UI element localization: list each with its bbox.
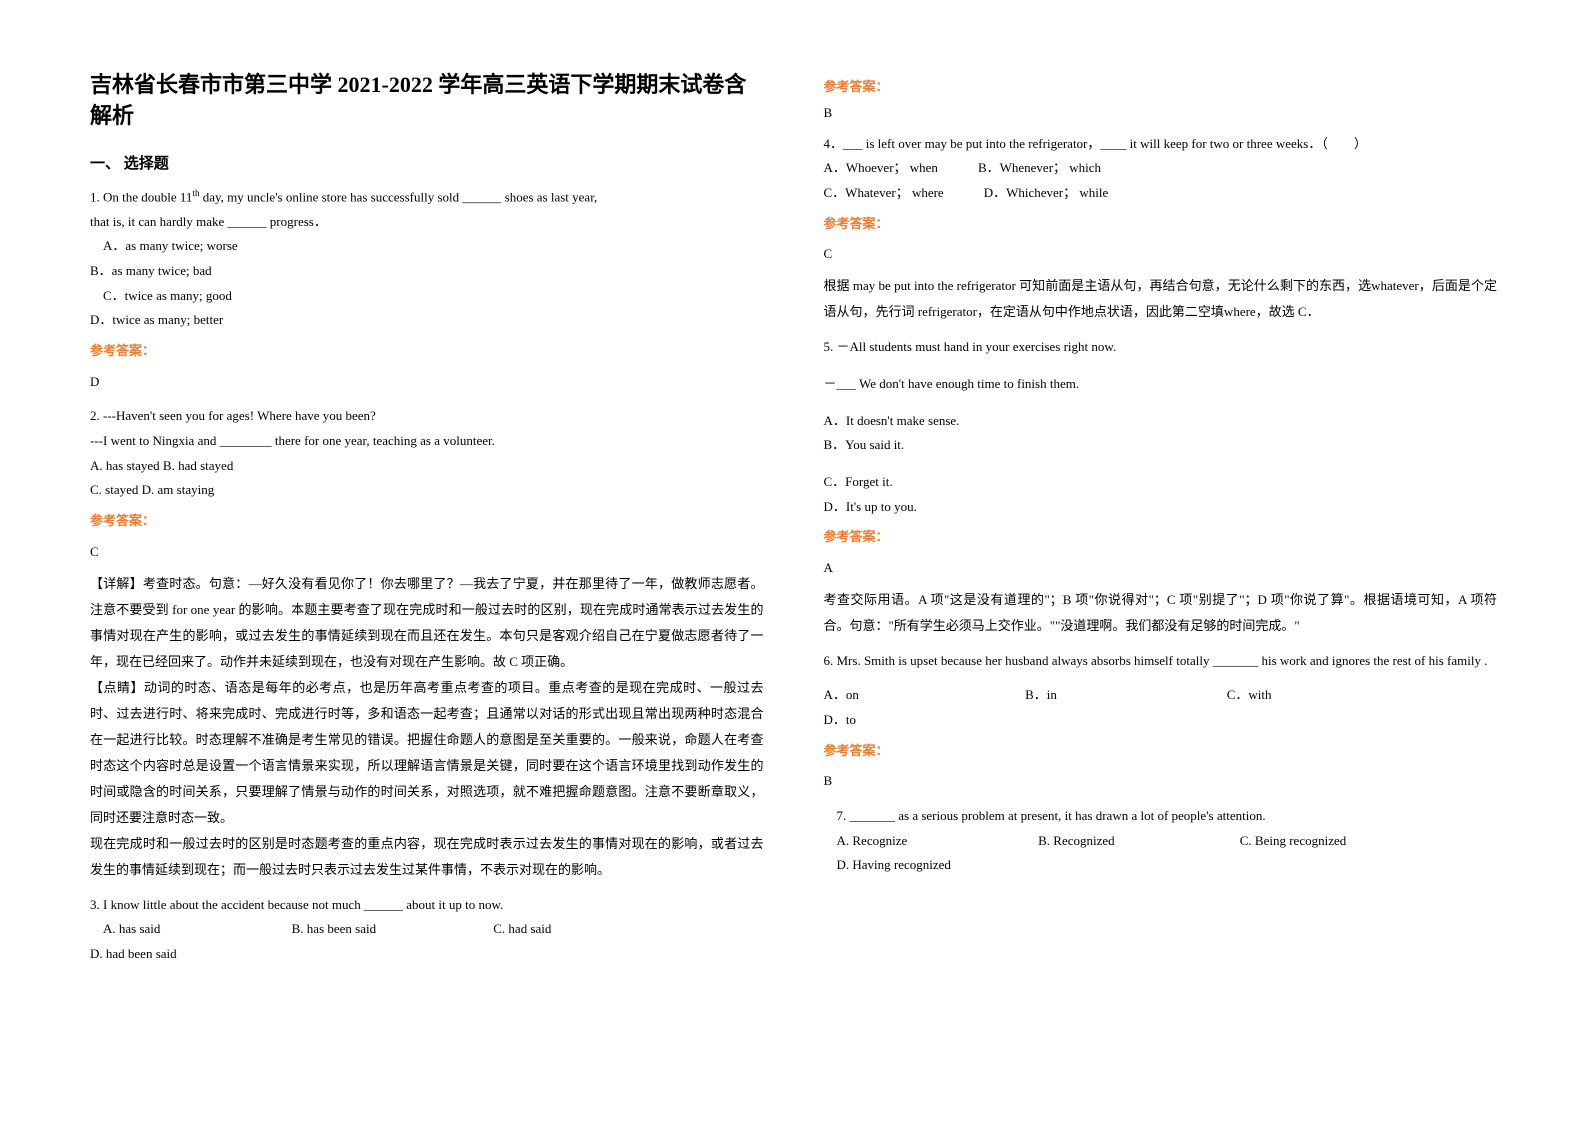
option-b: B．as many twice; bad: [90, 259, 413, 284]
question-3: 3. I know little about the accident beca…: [90, 893, 764, 967]
options-row: C．Forget it. D．It's up to you.: [824, 470, 1498, 519]
explanation: 根据 may be put into the refrigerator 可知前面…: [824, 273, 1498, 325]
option-c: C．with: [1227, 683, 1389, 708]
option-a: A．on: [824, 683, 986, 708]
q4-text: 4．___ is left over may be put into the r…: [824, 132, 1498, 157]
section-heading: 一、 选择题: [90, 152, 764, 173]
option-d: D. had been said: [90, 942, 252, 967]
options-row: C．twice as many; good D．twice as many; b…: [90, 284, 764, 333]
left-column: 吉林省长春市市第三中学 2021-2022 学年高三英语下学期期末试卷含解析 一…: [60, 70, 794, 1052]
option-a: A．It doesn't make sense.: [824, 409, 1147, 434]
question-6: 6. Mrs. Smith is upset because her husba…: [824, 649, 1498, 794]
q5-line1: 5. －All students must hand in your exerc…: [824, 335, 1498, 360]
q1-text-b: day, my uncle's online store has success…: [200, 189, 598, 204]
question-1: 1. On the double 11th day, my uncle's on…: [90, 185, 764, 395]
answer-label: 参考答案：: [824, 525, 1498, 550]
option-d: D．twice as many; better: [90, 308, 413, 333]
option-a: A．as many twice; worse: [90, 234, 413, 259]
q2-opts1: A. has stayed B. had stayed: [90, 454, 764, 479]
explanation: 考查交际用语。A 项"这是没有道理的"；B 项"你说得对"；C 项"别提了"；D…: [824, 587, 1498, 639]
document-title: 吉林省长春市市第三中学 2021-2022 学年高三英语下学期期末试卷含解析: [90, 70, 764, 132]
option-b: B．in: [1025, 683, 1187, 708]
options-row: A. Recognize B. Recognized C. Being reco…: [824, 829, 1498, 878]
answer-label: 参考答案：: [824, 76, 1498, 95]
q1-text: 1. On the double 11: [90, 189, 192, 204]
answer-value: B: [824, 101, 1498, 126]
option-c: C．Forget it.: [824, 470, 1147, 495]
answer-label: 参考答案：: [824, 739, 1498, 764]
option-b: B．You said it.: [824, 433, 1147, 458]
question-5: 5. －All students must hand in your exerc…: [824, 335, 1498, 639]
option-c: C．twice as many; good: [90, 284, 413, 309]
options-row: A．Whoever； when B．Whenever； which: [824, 156, 1498, 181]
option-d: D．to: [824, 708, 986, 733]
explanation: 【详解】考查时态。句意：—好久没有看见你了！你去哪里了？—我去了宁夏，并在那里待…: [90, 571, 764, 675]
q2-opts2: C. stayed D. am staying: [90, 478, 764, 503]
question-7: 7. _______ as a serious problem at prese…: [824, 804, 1498, 878]
q1-sup: th: [192, 188, 199, 198]
option-c: C. Being recognized: [1227, 829, 1389, 854]
option-b: B. Recognized: [1025, 829, 1187, 854]
question-2: 2. ---Haven't seen you for ages! Where h…: [90, 404, 764, 882]
answer-value: C: [824, 242, 1498, 267]
options-row: A．on B．in C．with D．to: [824, 683, 1498, 732]
q7-text: 7. _______ as a serious problem at prese…: [824, 804, 1498, 829]
q2-line2: ---I went to Ningxia and ________ there …: [90, 429, 764, 454]
question-4: 4．___ is left over may be put into the r…: [824, 132, 1498, 325]
option-b: B. has been said: [292, 917, 454, 942]
option-a: A. has said: [90, 917, 252, 942]
options-row: A．as many twice; worse B．as many twice; …: [90, 234, 764, 283]
answer-value: B: [824, 769, 1498, 794]
options-row: A．It doesn't make sense. B．You said it.: [824, 409, 1498, 458]
answer-label: 参考答案：: [90, 339, 764, 364]
option-a: A. Recognize: [824, 829, 986, 854]
q3-text: 3. I know little about the accident beca…: [90, 893, 764, 918]
option-b: B．Whenever； which: [978, 156, 1101, 181]
option-c: C. had said: [493, 917, 655, 942]
option-d: D．Whichever； while: [984, 181, 1109, 206]
answer-value: D: [90, 370, 764, 395]
option-a: A．Whoever； when: [824, 156, 938, 181]
option-c: C．Whatever； where: [824, 181, 944, 206]
explanation: 【点睛】动词的时态、语态是每年的必考点，也是历年高考重点考查的项目。重点考查的是…: [90, 675, 764, 831]
q2-line1: 2. ---Haven't seen you for ages! Where h…: [90, 404, 764, 429]
q6-text: 6. Mrs. Smith is upset because her husba…: [824, 649, 1498, 674]
option-d: D．It's up to you.: [824, 495, 1147, 520]
question-text: 1. On the double 11th day, my uncle's on…: [90, 185, 764, 210]
option-d: D. Having recognized: [824, 853, 986, 878]
q5-line2: －___ We don't have enough time to finish…: [824, 372, 1498, 397]
q1-line2: that is, it can hardly make ______ progr…: [90, 210, 764, 235]
right-column: 参考答案： B 4．___ is left over may be put in…: [794, 70, 1528, 1052]
answer-value: A: [824, 556, 1498, 581]
answer-label: 参考答案：: [90, 509, 764, 534]
explanation: 现在完成时和一般过去时的区别是时态题考查的重点内容，现在完成时表示过去发生的事情…: [90, 831, 764, 883]
options-row: A. has said B. has been said C. had said…: [90, 917, 764, 966]
answer-value: C: [90, 540, 764, 565]
options-row: C．Whatever； where D．Whichever； while: [824, 181, 1498, 206]
answer-label: 参考答案：: [824, 212, 1498, 237]
